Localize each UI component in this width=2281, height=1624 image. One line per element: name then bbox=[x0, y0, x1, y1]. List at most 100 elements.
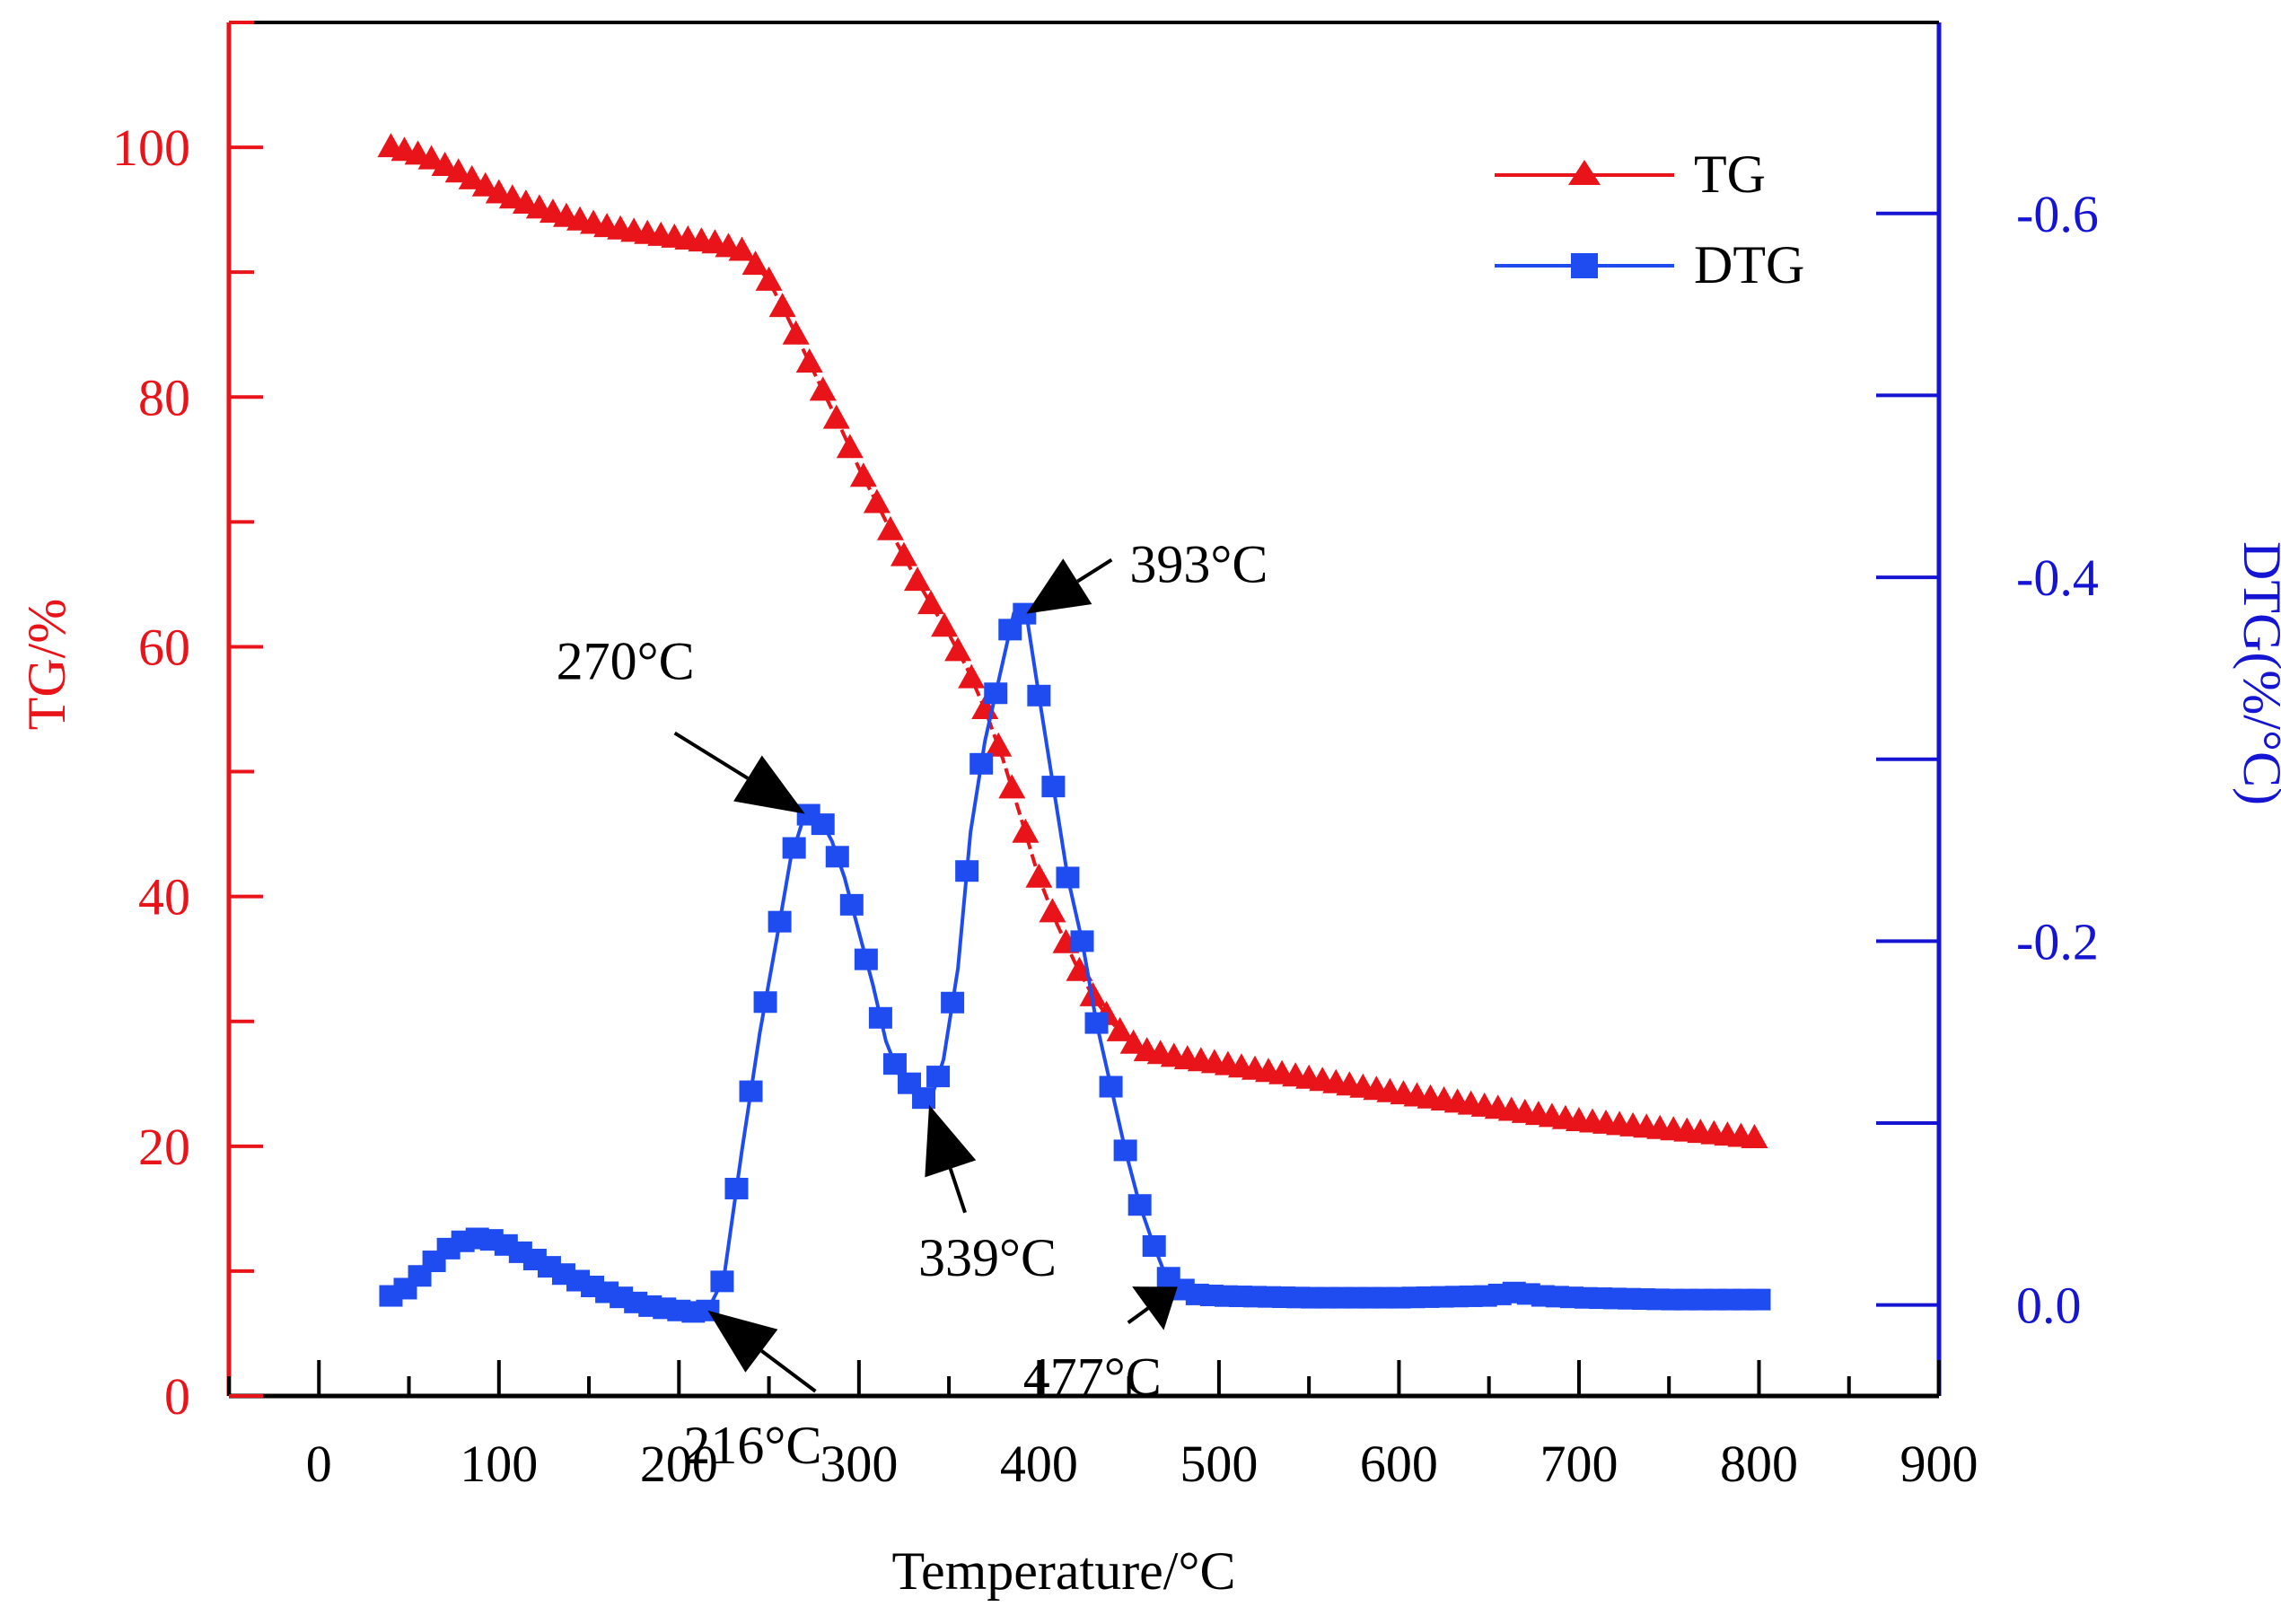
legend-tg-marker bbox=[1568, 160, 1601, 185]
annotation-arrow-head bbox=[733, 755, 805, 814]
legend-dtg-label: DTG bbox=[1694, 235, 1804, 294]
dtg-point bbox=[941, 991, 965, 1014]
tg-point bbox=[444, 158, 472, 183]
tg-point bbox=[809, 376, 837, 401]
tg-point bbox=[782, 320, 810, 345]
dtg-point bbox=[768, 910, 792, 933]
annotation-arrow-shaft bbox=[1127, 1306, 1149, 1325]
left-y-axis-title: TG/% bbox=[17, 599, 76, 731]
x-axis-title: Temperature/°C bbox=[892, 1541, 1236, 1601]
tg-point bbox=[998, 774, 1026, 799]
left-tick-label: 100 bbox=[112, 119, 190, 177]
annotation-label: 393°C bbox=[1129, 535, 1268, 594]
dtg-point bbox=[825, 846, 849, 868]
dtg-point bbox=[912, 1087, 936, 1110]
dtg-point bbox=[753, 991, 777, 1014]
tg-point bbox=[944, 636, 972, 662]
tg-point bbox=[985, 732, 1013, 757]
dtg-point bbox=[1041, 776, 1066, 798]
dtg-point bbox=[882, 1053, 907, 1075]
tg-point bbox=[728, 236, 756, 261]
tg-point bbox=[863, 488, 890, 514]
right-tick-label: -0.2 bbox=[2016, 912, 2099, 970]
dtg-point bbox=[1084, 1012, 1109, 1034]
annotation-label: 270°C bbox=[557, 632, 695, 691]
tg-point bbox=[1012, 818, 1040, 843]
annotation-arrow-head bbox=[925, 1104, 977, 1178]
annotation-arrow-shaft bbox=[673, 731, 750, 780]
tg-point bbox=[795, 348, 823, 373]
annotation-arrow-head bbox=[707, 1310, 778, 1373]
dtg-point bbox=[1127, 1194, 1152, 1216]
tg-point bbox=[1039, 898, 1066, 923]
tg-point bbox=[836, 434, 864, 459]
x-tick-label: 100 bbox=[460, 1435, 538, 1493]
x-tick-label: 0 bbox=[306, 1435, 332, 1493]
x-tick-label: 700 bbox=[1540, 1435, 1618, 1493]
tg-point bbox=[890, 541, 917, 566]
tg-point bbox=[931, 612, 959, 637]
dtg-point bbox=[955, 860, 979, 882]
tg-point bbox=[755, 266, 783, 291]
dtg-point bbox=[811, 813, 835, 836]
tg-point bbox=[1025, 863, 1053, 888]
left-tick-label: 60 bbox=[138, 618, 190, 676]
tg-point bbox=[1119, 1029, 1147, 1054]
left-tick-label: 0 bbox=[164, 1367, 190, 1426]
tg-point bbox=[822, 404, 850, 429]
x-tick-label: 400 bbox=[1000, 1435, 1078, 1493]
dtg-point bbox=[739, 1080, 763, 1102]
x-tick-label: 600 bbox=[1360, 1435, 1438, 1493]
right-tick-label: -0.4 bbox=[2016, 549, 2099, 607]
dtg-point bbox=[969, 752, 994, 775]
left-tick-label: 80 bbox=[138, 368, 190, 426]
right-tick-label: -0.6 bbox=[2016, 185, 2099, 243]
tg-point bbox=[1106, 1016, 1134, 1041]
tg-point bbox=[904, 566, 932, 592]
dtg-point bbox=[724, 1177, 749, 1199]
x-tick-label: 900 bbox=[1900, 1435, 1978, 1493]
tg-point bbox=[431, 151, 459, 176]
annotation-label: 339°C bbox=[918, 1228, 1057, 1287]
x-tick-label: 800 bbox=[1720, 1435, 1798, 1493]
series-layer bbox=[377, 133, 1771, 1323]
legend-tg-label: TG bbox=[1694, 145, 1766, 204]
dtg-point bbox=[926, 1066, 951, 1088]
tg-point bbox=[958, 663, 986, 689]
tg-point bbox=[1066, 956, 1093, 981]
tg-point bbox=[417, 145, 445, 170]
tg-point bbox=[768, 293, 796, 318]
dtg-point bbox=[1056, 866, 1080, 889]
tg-point bbox=[1741, 1123, 1768, 1148]
dtg-point bbox=[782, 837, 806, 859]
x-tick-label: 500 bbox=[1180, 1435, 1258, 1493]
tg-point bbox=[458, 164, 486, 189]
annotation-label: 216°C bbox=[683, 1416, 821, 1475]
tg-point bbox=[741, 250, 769, 276]
annotation-arrow-shaft bbox=[948, 1168, 967, 1214]
tg-point bbox=[471, 171, 499, 197]
annotation-arrow-shaft bbox=[1076, 557, 1113, 584]
dtg-point bbox=[1747, 1288, 1771, 1311]
right-y-axis-title: DTG(%/°C) bbox=[2233, 541, 2281, 805]
dtg-point bbox=[710, 1270, 734, 1293]
tg-point bbox=[917, 590, 945, 615]
dtg-point bbox=[1027, 684, 1051, 707]
dtg-point bbox=[854, 948, 878, 970]
dtg-point bbox=[1070, 930, 1094, 952]
dtg-point bbox=[839, 893, 864, 916]
axes-layer: 0 100 200 300 400 500 600 700 800 900 0 20 40 60 80 100… bbox=[112, 21, 2099, 1493]
tg-point bbox=[849, 462, 877, 487]
dtg-point bbox=[1099, 1075, 1123, 1098]
dtg-point bbox=[868, 1006, 892, 1029]
tg-point bbox=[876, 515, 904, 540]
dtg-point bbox=[984, 682, 1008, 705]
right-tick-label: 0.0 bbox=[2016, 1277, 2082, 1335]
legend-dtg-marker bbox=[1571, 253, 1598, 278]
dtg-point bbox=[1113, 1139, 1137, 1162]
x-tick-label: 200 bbox=[640, 1435, 718, 1493]
dtg-point bbox=[1142, 1234, 1166, 1257]
